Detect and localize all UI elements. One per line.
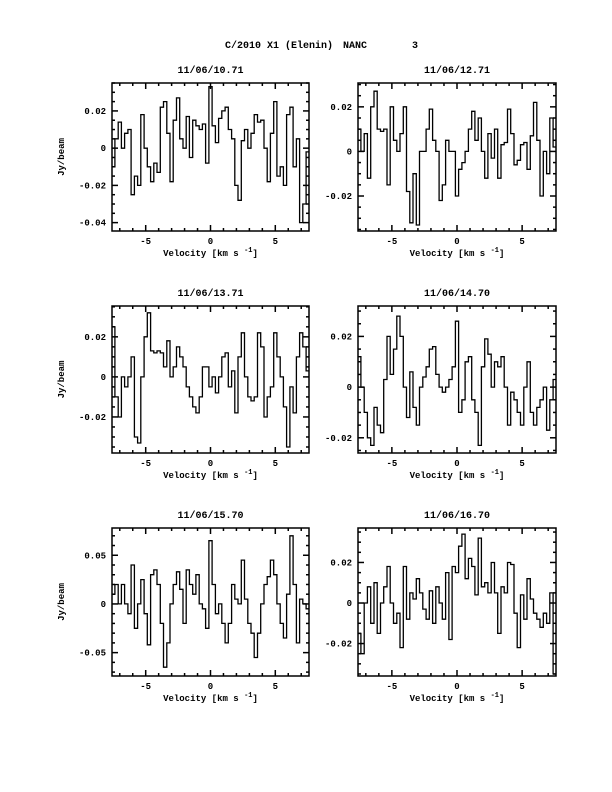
panel-title: 11/06/13.71 <box>177 288 243 300</box>
x-axis-label: Velocity [km s -1] <box>410 247 505 259</box>
x-axis-label: Velocity [km s -1] <box>163 469 258 481</box>
y-tick-label: -0.02 <box>79 181 106 191</box>
y-tick-label: 0.02 <box>330 558 352 568</box>
spectrum-line <box>112 312 309 448</box>
x-tick-label: -5 <box>140 459 151 469</box>
spectrum-panel-2: 11/06/12.71 -5 0 5 -0.02 0 0.02 Velocity [km s … <box>325 65 557 259</box>
y-tick-label: -0.02 <box>325 640 352 650</box>
panel-title: 11/06/10.71 <box>177 65 243 77</box>
x-axis-label: Velocity [km s -1] <box>410 469 505 481</box>
y-tick-label: 0 <box>347 599 352 609</box>
spectrum-line <box>358 90 556 226</box>
x-tick-label: 0 <box>454 237 459 247</box>
spectrum-panel-6: 11/06/16.70 -5 0 5 -0.02 0 0.02 Velocity [km s … <box>325 510 557 704</box>
x-tick-label: 5 <box>273 682 278 692</box>
y-tick-label: 0.02 <box>84 107 106 117</box>
y-tick-label: 0 <box>347 383 352 393</box>
y-tick-label: -0.02 <box>79 413 106 423</box>
y-tick-label: 0 <box>101 600 106 610</box>
x-tick-label: -5 <box>386 459 397 469</box>
x-tick-label: 0 <box>208 682 213 692</box>
spectrum-panel-5: 11/06/15.70 -5 0 5 -0.05 0 0.05 Velocity [km s … <box>57 510 310 704</box>
panel-title: 11/06/15.70 <box>177 510 243 522</box>
panel-title: 11/06/12.71 <box>424 65 490 77</box>
x-tick-label: 5 <box>519 459 524 469</box>
x-tick-label: -5 <box>386 237 397 247</box>
x-tick-label: 0 <box>208 459 213 469</box>
x-axis-label: Velocity [km s -1] <box>163 247 258 259</box>
spectrum-line <box>358 315 556 447</box>
y-tick-label: 0.02 <box>330 332 352 342</box>
figure-title-object: C/2010 X1 (Elenin) <box>225 40 333 52</box>
spectrum-line <box>358 533 556 675</box>
x-tick-label: -5 <box>140 237 151 247</box>
x-axis-label: Velocity [km s -1] <box>163 692 258 704</box>
y-tick-label: 0.02 <box>84 333 106 343</box>
x-axis-label: Velocity [km s -1] <box>410 692 505 704</box>
y-tick-label: 0.05 <box>84 551 106 561</box>
spectrum-line <box>112 535 309 668</box>
x-tick-label: 5 <box>519 682 524 692</box>
y-tick-label: 0.02 <box>330 103 352 113</box>
y-axis-label: Jy/beam <box>57 583 67 621</box>
x-tick-label: 0 <box>454 459 459 469</box>
x-tick-label: 5 <box>519 237 524 247</box>
figure-title-index: 3 <box>412 41 418 52</box>
y-tick-label: 0 <box>101 144 106 154</box>
y-tick-label: 0 <box>347 147 352 157</box>
y-tick-label: -0.04 <box>79 219 107 229</box>
spectrum-panel-3: 11/06/13.71 -5 0 5 -0.02 0 0.02 Velocity [km s … <box>57 288 310 481</box>
x-tick-label: -5 <box>140 682 151 692</box>
y-axis-label: Jy/beam <box>57 360 67 398</box>
y-tick-label: -0.05 <box>79 649 106 659</box>
spectrum-line <box>112 86 309 224</box>
x-tick-label: -5 <box>386 682 397 692</box>
y-tick-label: 0 <box>101 373 106 383</box>
panel-title: 11/06/16.70 <box>424 510 490 522</box>
x-tick-label: 0 <box>208 237 213 247</box>
spectrum-panel-1: 11/06/10.71 -5 0 5 -0.04 -0.02 0 0.02 Velocity [… <box>57 65 310 259</box>
figure-title-molecule: NANC <box>343 41 367 52</box>
x-tick-label: 0 <box>454 682 459 692</box>
x-tick-label: 5 <box>273 237 278 247</box>
y-tick-label: -0.02 <box>325 434 352 444</box>
y-tick-label: -0.02 <box>325 192 352 202</box>
y-axis-label: Jy/beam <box>57 138 67 176</box>
panel-title: 11/06/14.70 <box>424 288 490 300</box>
x-tick-label: 5 <box>273 459 278 469</box>
spectrum-panel-4: 11/06/14.70 -5 0 5 -0.02 0 0.02 Velocity [km s … <box>325 288 557 481</box>
